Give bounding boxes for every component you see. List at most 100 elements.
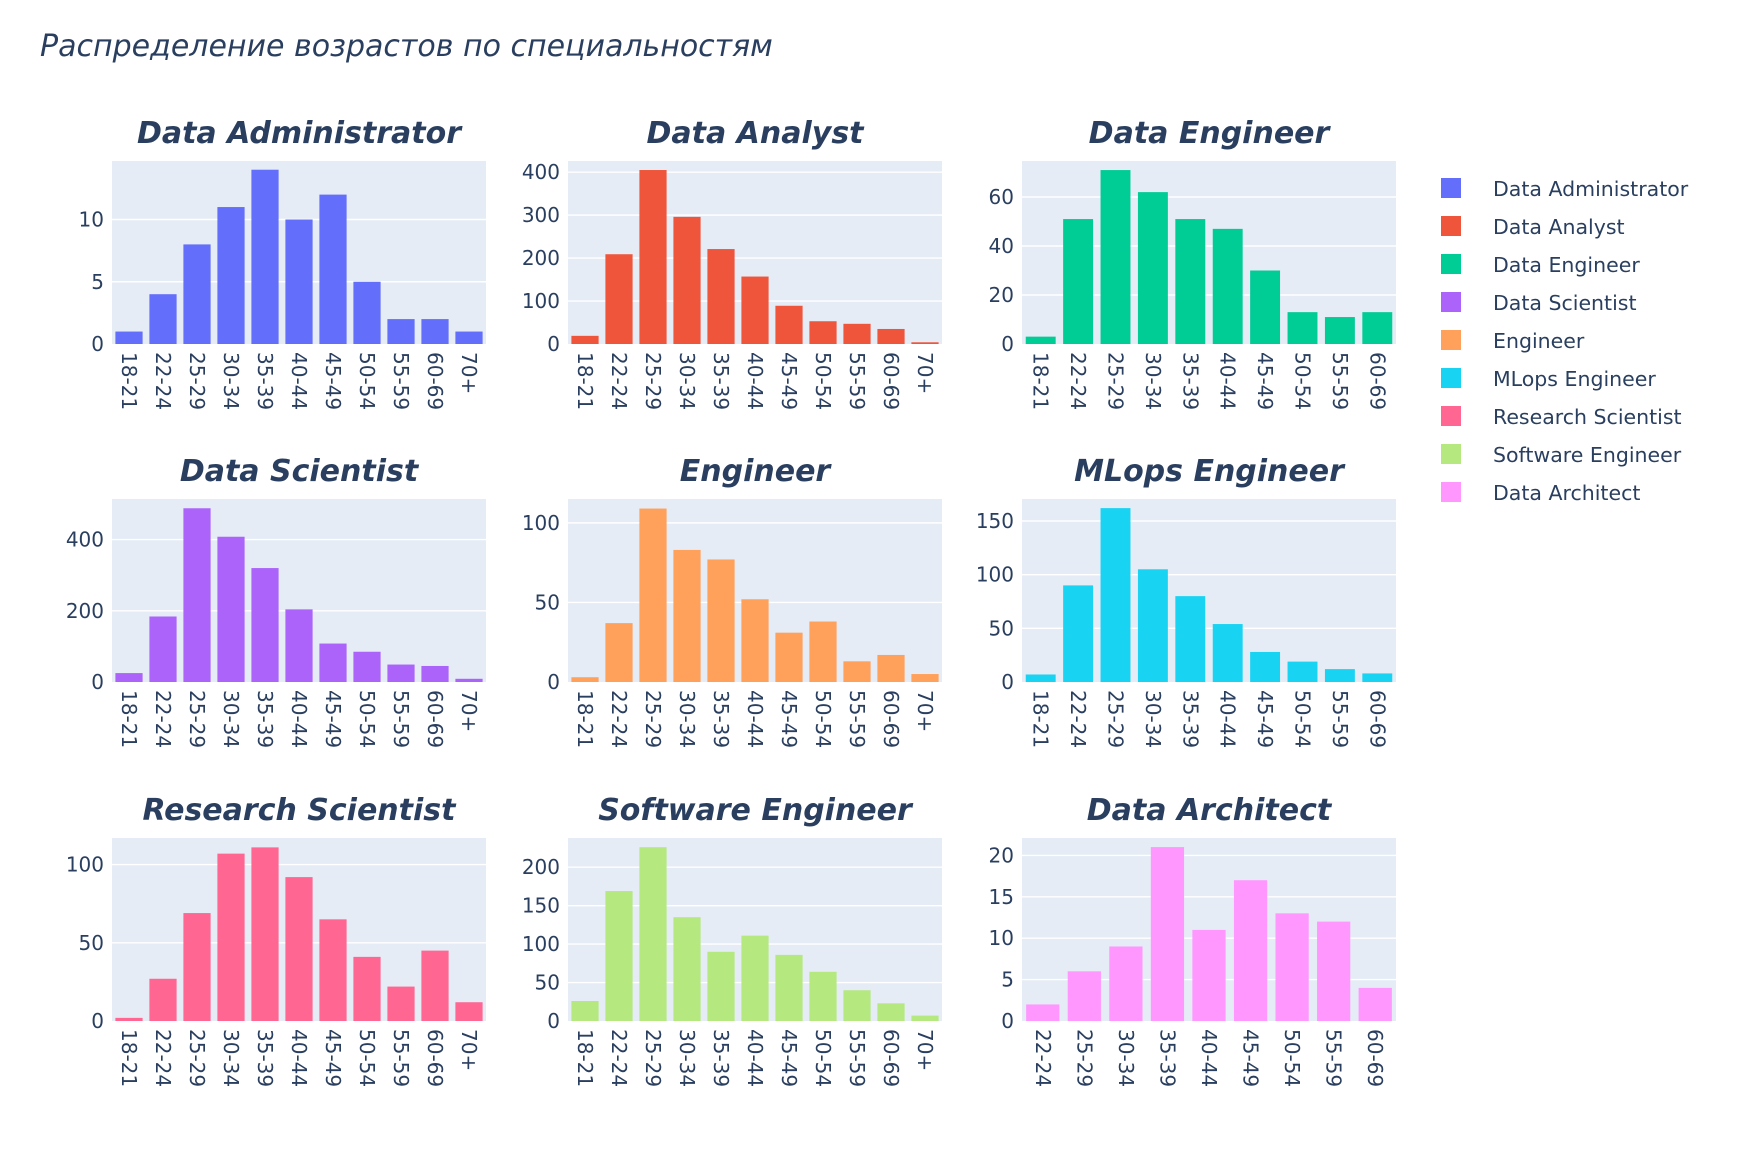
subplot-data-scientist: Data Scientist 0 200 400 18-21 22-24 25-29 30-3… [66, 454, 486, 748]
bar-60-69 [877, 1003, 905, 1021]
legend-item[interactable]: Data Scientist [1441, 291, 1637, 315]
legend-item[interactable]: MLops Engineer [1441, 367, 1656, 391]
x-tick-label: 55-59 [845, 690, 869, 748]
legend-label: Research Scientist [1493, 405, 1682, 429]
bar-18-21 [571, 335, 599, 344]
x-tick-label: 40-44 [743, 1029, 767, 1087]
x-tick-label: 60-69 [423, 352, 447, 410]
legend-item[interactable]: Research Scientist [1441, 405, 1682, 429]
x-tick-label: 22-24 [151, 690, 175, 748]
x-tick-label: 45-49 [1253, 352, 1277, 410]
y-tick-label: 150 [976, 509, 1014, 533]
x-tick-label: 40-44 [287, 690, 311, 748]
legend-label: Data Architect [1493, 481, 1640, 505]
subplot-mlops-engineer: MLops Engineer 0 50 100 150 18-21 22-24 25-29 30… [976, 454, 1396, 748]
y-tick-label: 0 [1001, 670, 1014, 694]
x-tick-label: 25-29 [1104, 352, 1128, 410]
y-tick-label: 0 [1001, 332, 1014, 356]
bar-25-29 [639, 508, 667, 682]
bar-45-49 [775, 954, 803, 1021]
bar-25-29 [639, 170, 667, 344]
legend-item[interactable]: Software Engineer [1441, 443, 1682, 467]
x-tick-label: 35-39 [253, 1029, 277, 1087]
legend-item[interactable]: Engineer [1441, 329, 1585, 353]
x-tick-label: 55-59 [389, 690, 413, 748]
bar-40-44 [1212, 624, 1243, 682]
bar-18-21 [571, 677, 599, 682]
x-tick-label: 40-44 [287, 352, 311, 410]
bar-25-29 [1067, 971, 1101, 1021]
x-tick-label: 25-29 [641, 690, 665, 748]
bar-55-59 [843, 661, 871, 682]
legend-label: Software Engineer [1493, 443, 1682, 467]
bar-35-39 [707, 249, 735, 344]
x-tick-label: 35-39 [1155, 1029, 1179, 1087]
bar-45-49 [1250, 270, 1281, 344]
x-tick-label: 30-34 [219, 1029, 243, 1087]
x-tick-label: 18-21 [573, 352, 597, 410]
bar-70+ [455, 678, 483, 682]
x-tick-label: 40-44 [1216, 690, 1240, 748]
bar-30-34 [1137, 192, 1168, 344]
x-tick-label: 40-44 [743, 690, 767, 748]
x-tick-label: 50-54 [811, 690, 835, 748]
x-tick-label: 18-21 [117, 352, 141, 410]
subplot-software-engineer: Software Engineer 0 50 100 150 200 18-21 22-24 2… [522, 793, 942, 1087]
legend-item[interactable]: Data Administrator [1441, 177, 1689, 201]
legend-label: Engineer [1493, 329, 1585, 353]
bar-22-24 [149, 978, 177, 1021]
bar-50-54 [1287, 661, 1318, 682]
x-tick-label: 40-44 [1216, 352, 1240, 410]
x-tick-label: 50-54 [811, 1029, 835, 1087]
bar-50-54 [353, 651, 381, 682]
bar-30-34 [673, 216, 701, 344]
legend-item[interactable]: Data Architect [1441, 481, 1640, 505]
x-tick-label: 70+ [913, 690, 937, 732]
subplot-grid: Data Administrator 0 5 10 18-21 22-24 25-29 30-… [66, 116, 1396, 1087]
x-tick-label: 18-21 [1029, 690, 1053, 748]
legend-item[interactable]: Data Analyst [1441, 215, 1625, 239]
bar-50-54 [809, 971, 837, 1021]
bar-22-24 [149, 294, 177, 344]
x-tick-label: 35-39 [709, 1029, 733, 1087]
bar-40-44 [285, 877, 313, 1021]
x-tick-label: 30-34 [675, 690, 699, 748]
bar-45-49 [1233, 880, 1268, 1021]
legend-item[interactable]: Data Engineer [1441, 253, 1640, 277]
x-tick-label: 35-39 [253, 690, 277, 748]
x-tick-label: 22-24 [151, 352, 175, 410]
y-tick-label: 0 [1001, 1009, 1014, 1033]
bar-60-69 [877, 328, 905, 344]
bar-55-59 [1324, 669, 1355, 682]
x-tick-label: 22-24 [607, 690, 631, 748]
subplot-title: Data Scientist [180, 454, 420, 489]
bar-70+ [911, 674, 939, 682]
x-tick-label: 55-59 [389, 1029, 413, 1087]
bar-30-34 [217, 853, 245, 1021]
x-tick-label: 22-24 [151, 1029, 175, 1087]
bar-45-49 [775, 305, 803, 344]
bar-25-29 [183, 508, 211, 682]
y-tick-label: 100 [66, 853, 104, 877]
x-tick-label: 30-34 [219, 690, 243, 748]
legend-label: MLops Engineer [1493, 367, 1656, 391]
y-tick-label: 50 [535, 971, 560, 995]
x-tick-label: 18-21 [117, 690, 141, 748]
bar-60-69 [1358, 987, 1392, 1021]
subplot-research-scientist: Research Scientist 0 50 100 18-21 22-24 25-29 3… [66, 793, 486, 1087]
x-tick-label: 22-24 [1066, 690, 1090, 748]
bar-18-21 [115, 1017, 143, 1021]
bar-55-59 [387, 986, 415, 1021]
x-tick-label: 55-59 [845, 1029, 869, 1087]
bar-30-34 [1109, 946, 1143, 1021]
bar-55-59 [843, 990, 871, 1021]
bar-30-34 [673, 549, 701, 682]
bar-35-39 [251, 847, 279, 1021]
x-tick-label: 55-59 [1322, 1029, 1346, 1087]
bar-22-24 [1026, 1004, 1060, 1021]
x-tick-label: 60-69 [423, 1029, 447, 1087]
x-tick-label: 22-24 [1031, 1029, 1055, 1087]
bar-22-24 [1063, 585, 1094, 682]
bar-18-21 [115, 331, 143, 344]
x-tick-label: 60-69 [1363, 1029, 1387, 1087]
